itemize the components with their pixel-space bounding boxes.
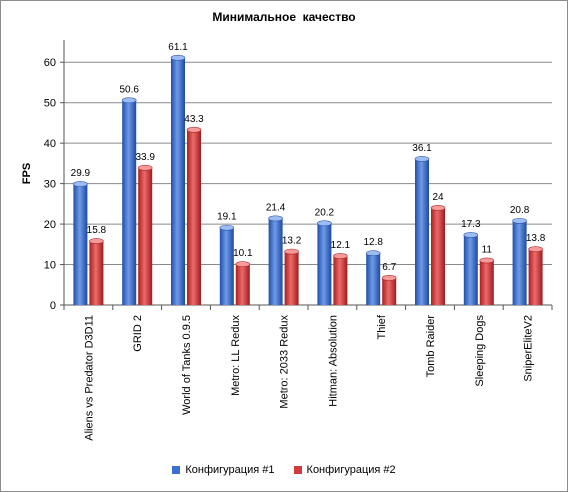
bar-series-1 xyxy=(415,158,429,305)
category-label: World of Tanks 0.9.5 xyxy=(181,315,193,415)
bar-cap-series-2 xyxy=(89,238,104,244)
y-tick-label: 40 xyxy=(44,138,56,150)
data-label: 21.4 xyxy=(266,202,286,213)
category-label: Metro: LL Redux xyxy=(230,315,242,396)
bar-series-1 xyxy=(73,184,88,305)
data-label: 36.1 xyxy=(412,143,432,154)
bar-cap-series-2 xyxy=(430,204,446,211)
y-tick-label: 0 xyxy=(50,300,56,312)
bar-cap-series-2 xyxy=(479,257,495,264)
category-label: Aliens vs Predator D3D11 xyxy=(83,315,95,441)
legend-item-series-2: Конфигурация #2 xyxy=(293,464,396,476)
bar-series-1 xyxy=(463,235,478,305)
bar-cap-series-2 xyxy=(333,253,348,259)
data-label: 33.9 xyxy=(135,152,155,163)
bar-cap-series-1 xyxy=(512,217,527,224)
data-label: 6.7 xyxy=(382,262,396,273)
bar-cap-series-1 xyxy=(463,232,479,238)
data-label: 12.1 xyxy=(331,240,351,251)
data-label: 61.1 xyxy=(168,42,188,53)
legend-swatch-series-2 xyxy=(293,466,302,474)
data-label: 19.1 xyxy=(217,212,237,223)
data-label: 12.8 xyxy=(363,237,383,248)
bar-cap-series-1 xyxy=(317,220,332,227)
legend-label-series-2: Конфигурация #2 xyxy=(306,464,396,476)
data-label: 15.8 xyxy=(87,225,107,236)
category-label: Thief xyxy=(376,314,388,339)
bar-cap-series-1 xyxy=(170,54,186,61)
bar-cap-series-1 xyxy=(121,97,137,104)
bar-series-2 xyxy=(187,129,201,305)
category-label: SniperEliteV2 xyxy=(523,315,535,382)
data-label: 13.2 xyxy=(282,236,302,247)
legend-item-series-1: Конфигурация #1 xyxy=(172,464,274,476)
data-label: 20.2 xyxy=(315,207,335,218)
bar-series-2 xyxy=(333,256,348,305)
chart-title: Минимальное качество xyxy=(212,10,356,24)
bar-series-2 xyxy=(89,241,104,305)
y-tick-label: 50 xyxy=(44,98,56,110)
bar-series-1 xyxy=(366,253,381,305)
bar-series-1 xyxy=(171,57,185,305)
category-label: Tomb Raider xyxy=(425,315,437,378)
bars xyxy=(73,54,543,305)
bar-cap-series-1 xyxy=(365,250,381,257)
data-label: 50.6 xyxy=(119,84,139,95)
bar-series-2 xyxy=(235,264,250,305)
bar-cap-series-1 xyxy=(268,215,283,222)
category-label: Metro: 2033 Redux xyxy=(279,315,291,409)
bar-series-2 xyxy=(479,260,494,305)
y-axis-title: FPS xyxy=(21,163,33,184)
category-label: Hitman: Absolution xyxy=(327,315,339,407)
bar-cap-series-2 xyxy=(137,164,153,171)
data-label: 11 xyxy=(482,244,493,255)
legend: Конфигурация #1 Конфигурация #2 xyxy=(0,464,568,477)
data-label: 20.8 xyxy=(510,205,530,216)
bar-series-2 xyxy=(284,251,299,305)
bar-cap-series-2 xyxy=(528,246,543,253)
bar-series-1 xyxy=(317,223,332,305)
data-label: 24 xyxy=(432,192,444,203)
bar-series-2 xyxy=(382,277,397,305)
y-tick-label: 20 xyxy=(44,219,56,231)
category-label: Sleeping Dogs xyxy=(474,315,486,387)
data-label: 29.9 xyxy=(71,168,91,179)
bar-series-1 xyxy=(122,100,137,305)
bar-series-1 xyxy=(268,218,283,305)
data-label: 13.8 xyxy=(526,233,546,244)
category-label: GRID 2 xyxy=(132,315,144,352)
y-tick-label: 30 xyxy=(44,179,56,191)
legend-swatch-series-1 xyxy=(172,466,181,474)
data-label: 17.3 xyxy=(461,219,481,230)
bar-cap-series-2 xyxy=(186,126,202,133)
bar-cap-series-1 xyxy=(414,156,430,162)
data-label: 43.3 xyxy=(184,114,204,125)
bar-series-2 xyxy=(431,207,445,305)
bar-cap-series-2 xyxy=(284,248,299,255)
bar-cap-series-1 xyxy=(219,224,235,231)
bar-cap-series-2 xyxy=(235,261,251,268)
labels: 29.9 15.8 Aliens vs Predator D3D11 50.6 33.9… xyxy=(71,42,546,441)
y-tick-label: 60 xyxy=(44,57,56,69)
y-tick-label: 10 xyxy=(44,260,56,272)
bar-cap-series-2 xyxy=(381,274,397,281)
data-label: 10.1 xyxy=(233,248,253,259)
bar-series-1 xyxy=(512,220,527,305)
legend-label-series-1: Конфигурация #1 xyxy=(185,464,275,476)
bar-series-2 xyxy=(138,167,153,305)
bar-series-2 xyxy=(528,249,543,305)
bar-cap-series-1 xyxy=(73,181,88,187)
bar-series-1 xyxy=(219,227,234,305)
